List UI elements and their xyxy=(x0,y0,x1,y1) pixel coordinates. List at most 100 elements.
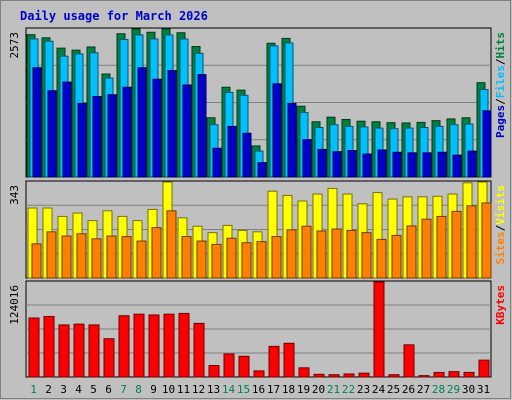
legend-entry-files: Files xyxy=(494,65,507,98)
bar-kbytes-day-5 xyxy=(88,324,100,378)
chart-title: Daily usage for March 2026 xyxy=(20,9,208,23)
day-label-21: 21 xyxy=(327,383,340,396)
bar-kbytes-day-18 xyxy=(283,342,295,378)
bar-kbytes-day-11 xyxy=(178,312,190,378)
bar-sites-day-15 xyxy=(241,242,252,279)
day-label-9: 9 xyxy=(150,383,157,396)
bar-sites-day-12 xyxy=(196,240,207,279)
bar-kbytes-day-14 xyxy=(223,353,235,378)
legend-entry-kbytes: KBytes xyxy=(494,285,507,325)
day-label-5: 5 xyxy=(90,383,97,396)
ymax-label: 343 xyxy=(8,185,21,205)
panel-1: 2573 Pages/Files/Hits xyxy=(8,27,507,178)
bar-kbytes-day-30 xyxy=(463,371,475,378)
legend-entry-pages: Pages xyxy=(494,105,507,138)
day-label-8: 8 xyxy=(135,383,142,396)
day-label-10: 10 xyxy=(162,383,175,396)
bar-kbytes-day-9 xyxy=(148,314,160,378)
bar-kbytes-day-29 xyxy=(448,371,460,378)
bar-kbytes-day-22 xyxy=(343,373,355,378)
bar-sites-day-18 xyxy=(286,229,297,279)
ymax-label: 2573 xyxy=(8,32,21,59)
panel-3: 124016 KBytes xyxy=(8,280,507,378)
bar-pages-day-27 xyxy=(422,152,432,178)
day-label-20: 20 xyxy=(312,383,325,396)
legend-entry-sites: Sites xyxy=(494,231,507,264)
day-label-18: 18 xyxy=(282,383,295,396)
bar-pages-day-21 xyxy=(332,151,342,178)
bar-pages-day-10 xyxy=(167,70,177,178)
day-label-29: 29 xyxy=(447,383,460,396)
ymax-label: 124016 xyxy=(8,285,21,325)
bar-pages-day-3 xyxy=(62,81,72,178)
bar-kbytes-day-23 xyxy=(358,372,370,378)
bar-pages-day-20 xyxy=(317,148,327,178)
bar-kbytes-day-15 xyxy=(238,355,250,378)
day-label-23: 23 xyxy=(357,383,370,396)
bar-pages-day-14 xyxy=(227,125,237,178)
bar-pages-day-31 xyxy=(482,110,492,178)
bar-sites-day-26 xyxy=(406,225,417,279)
bar-sites-day-5 xyxy=(91,238,102,279)
day-label-7: 7 xyxy=(120,383,127,396)
bar-pages-day-6 xyxy=(107,94,117,178)
bar-sites-day-1 xyxy=(31,243,42,279)
day-label-17: 17 xyxy=(267,383,280,396)
bar-sites-day-23 xyxy=(361,232,372,279)
bar-sites-day-22 xyxy=(346,229,357,279)
bar-sites-day-2 xyxy=(46,231,57,279)
bar-sites-day-27 xyxy=(421,218,432,279)
bar-pages-day-9 xyxy=(152,78,162,178)
bar-sites-day-17 xyxy=(271,236,282,279)
bar-pages-day-18 xyxy=(287,102,297,178)
bar-sites-day-11 xyxy=(181,236,192,279)
legend-separator: / xyxy=(494,224,507,231)
bar-sites-day-21 xyxy=(331,228,342,279)
bar-sites-day-3 xyxy=(61,235,72,279)
bar-sites-day-14 xyxy=(226,237,237,279)
day-label-3: 3 xyxy=(60,383,67,396)
bar-sites-day-28 xyxy=(436,215,447,279)
bar-pages-day-5 xyxy=(92,95,102,178)
chart-panels: 2573 Pages/Files/Hits 343 Sites/Visits 12401… xyxy=(8,27,507,378)
bar-kbytes-day-19 xyxy=(298,367,310,378)
day-label-25: 25 xyxy=(387,383,400,396)
day-label-26: 26 xyxy=(402,383,415,396)
bar-pages-day-12 xyxy=(197,74,207,178)
legend-separator: / xyxy=(494,58,507,65)
day-label-16: 16 xyxy=(252,383,265,396)
legend: Sites/Visits xyxy=(494,185,507,265)
bar-sites-day-16 xyxy=(256,241,267,279)
bar-pages-day-26 xyxy=(407,152,417,178)
legend-separator: / xyxy=(494,98,507,105)
bar-pages-day-25 xyxy=(392,151,402,178)
bar-kbytes-day-13 xyxy=(208,365,220,378)
bar-kbytes-day-20 xyxy=(313,373,325,378)
day-label-31: 31 xyxy=(477,383,490,396)
bar-kbytes-day-25 xyxy=(388,374,400,378)
day-label-2: 2 xyxy=(45,383,52,396)
bar-sites-day-19 xyxy=(301,225,312,279)
bar-kbytes-day-4 xyxy=(73,323,85,378)
legend: Pages/Files/Hits xyxy=(494,32,507,138)
bar-pages-day-8 xyxy=(137,67,147,178)
bar-kbytes-day-3 xyxy=(58,324,70,378)
bar-kbytes-day-12 xyxy=(193,322,205,378)
bar-kbytes-day-10 xyxy=(163,313,175,378)
day-label-11: 11 xyxy=(177,383,190,396)
day-label-30: 30 xyxy=(462,383,475,396)
day-label-4: 4 xyxy=(75,383,82,396)
day-label-22: 22 xyxy=(342,383,355,396)
bar-kbytes-day-6 xyxy=(103,338,115,378)
bar-kbytes-day-28 xyxy=(433,371,445,378)
bar-pages-day-15 xyxy=(242,132,252,178)
bar-kbytes-day-26 xyxy=(403,344,415,378)
bar-pages-day-23 xyxy=(362,153,372,178)
bar-pages-day-29 xyxy=(452,154,462,178)
bar-sites-day-13 xyxy=(211,243,222,279)
bar-kbytes-day-27 xyxy=(418,375,430,378)
bar-kbytes-day-8 xyxy=(133,313,145,378)
bar-pages-day-1 xyxy=(32,67,42,178)
